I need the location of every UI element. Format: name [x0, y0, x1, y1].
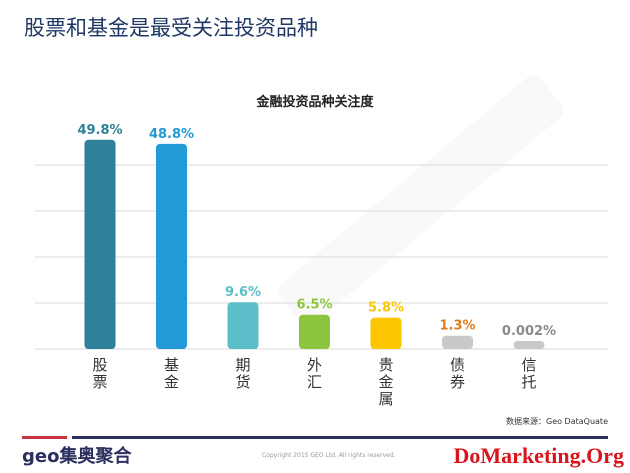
bar-0 [84, 139, 116, 349]
bar-2 [227, 302, 259, 349]
bar-5 [442, 335, 473, 349]
bar-chart: 金融投资品种关注度 49.8% 股票 48.8% 基金 9.6% 期货 6.5% 外汇 5.8%… [35, 75, 608, 408]
category-label: 贵金属 [378, 356, 393, 408]
data-label: 9.6% [225, 285, 261, 300]
data-label: 5.8% [368, 301, 404, 316]
chart-title: 金融投资品种关注度 [255, 94, 374, 110]
data-label: 1.3% [439, 319, 475, 334]
footer-line-red [22, 436, 67, 439]
footer-line-navy [72, 436, 608, 439]
data-label: 0.002% [502, 324, 556, 339]
watermark [277, 75, 564, 326]
bar-4 [370, 317, 402, 349]
company-logo: geo集奥聚合 [22, 446, 132, 467]
bar-3 [299, 314, 330, 349]
page-title: 股票和基金是最受关注投资品种 [24, 16, 318, 40]
category-label: 基金 [164, 356, 179, 391]
copyright: Copyright 2015 GEO Ltd. All rights reser… [262, 452, 396, 459]
data-label: 48.8% [149, 127, 194, 142]
category-label: 期货 [235, 356, 250, 391]
data-label: 49.8% [77, 123, 122, 138]
site-watermark: DoMarketing.Org [453, 443, 624, 468]
data-source: 数据来源：Geo DataQuate [506, 417, 608, 426]
category-label: 信托 [521, 356, 536, 391]
bar-6 [513, 340, 545, 349]
category-label: 股票 [92, 356, 107, 391]
category-label: 债券 [450, 356, 465, 391]
data-label: 6.5% [296, 298, 332, 313]
category-label: 外汇 [307, 356, 322, 391]
bar-1 [156, 143, 187, 349]
